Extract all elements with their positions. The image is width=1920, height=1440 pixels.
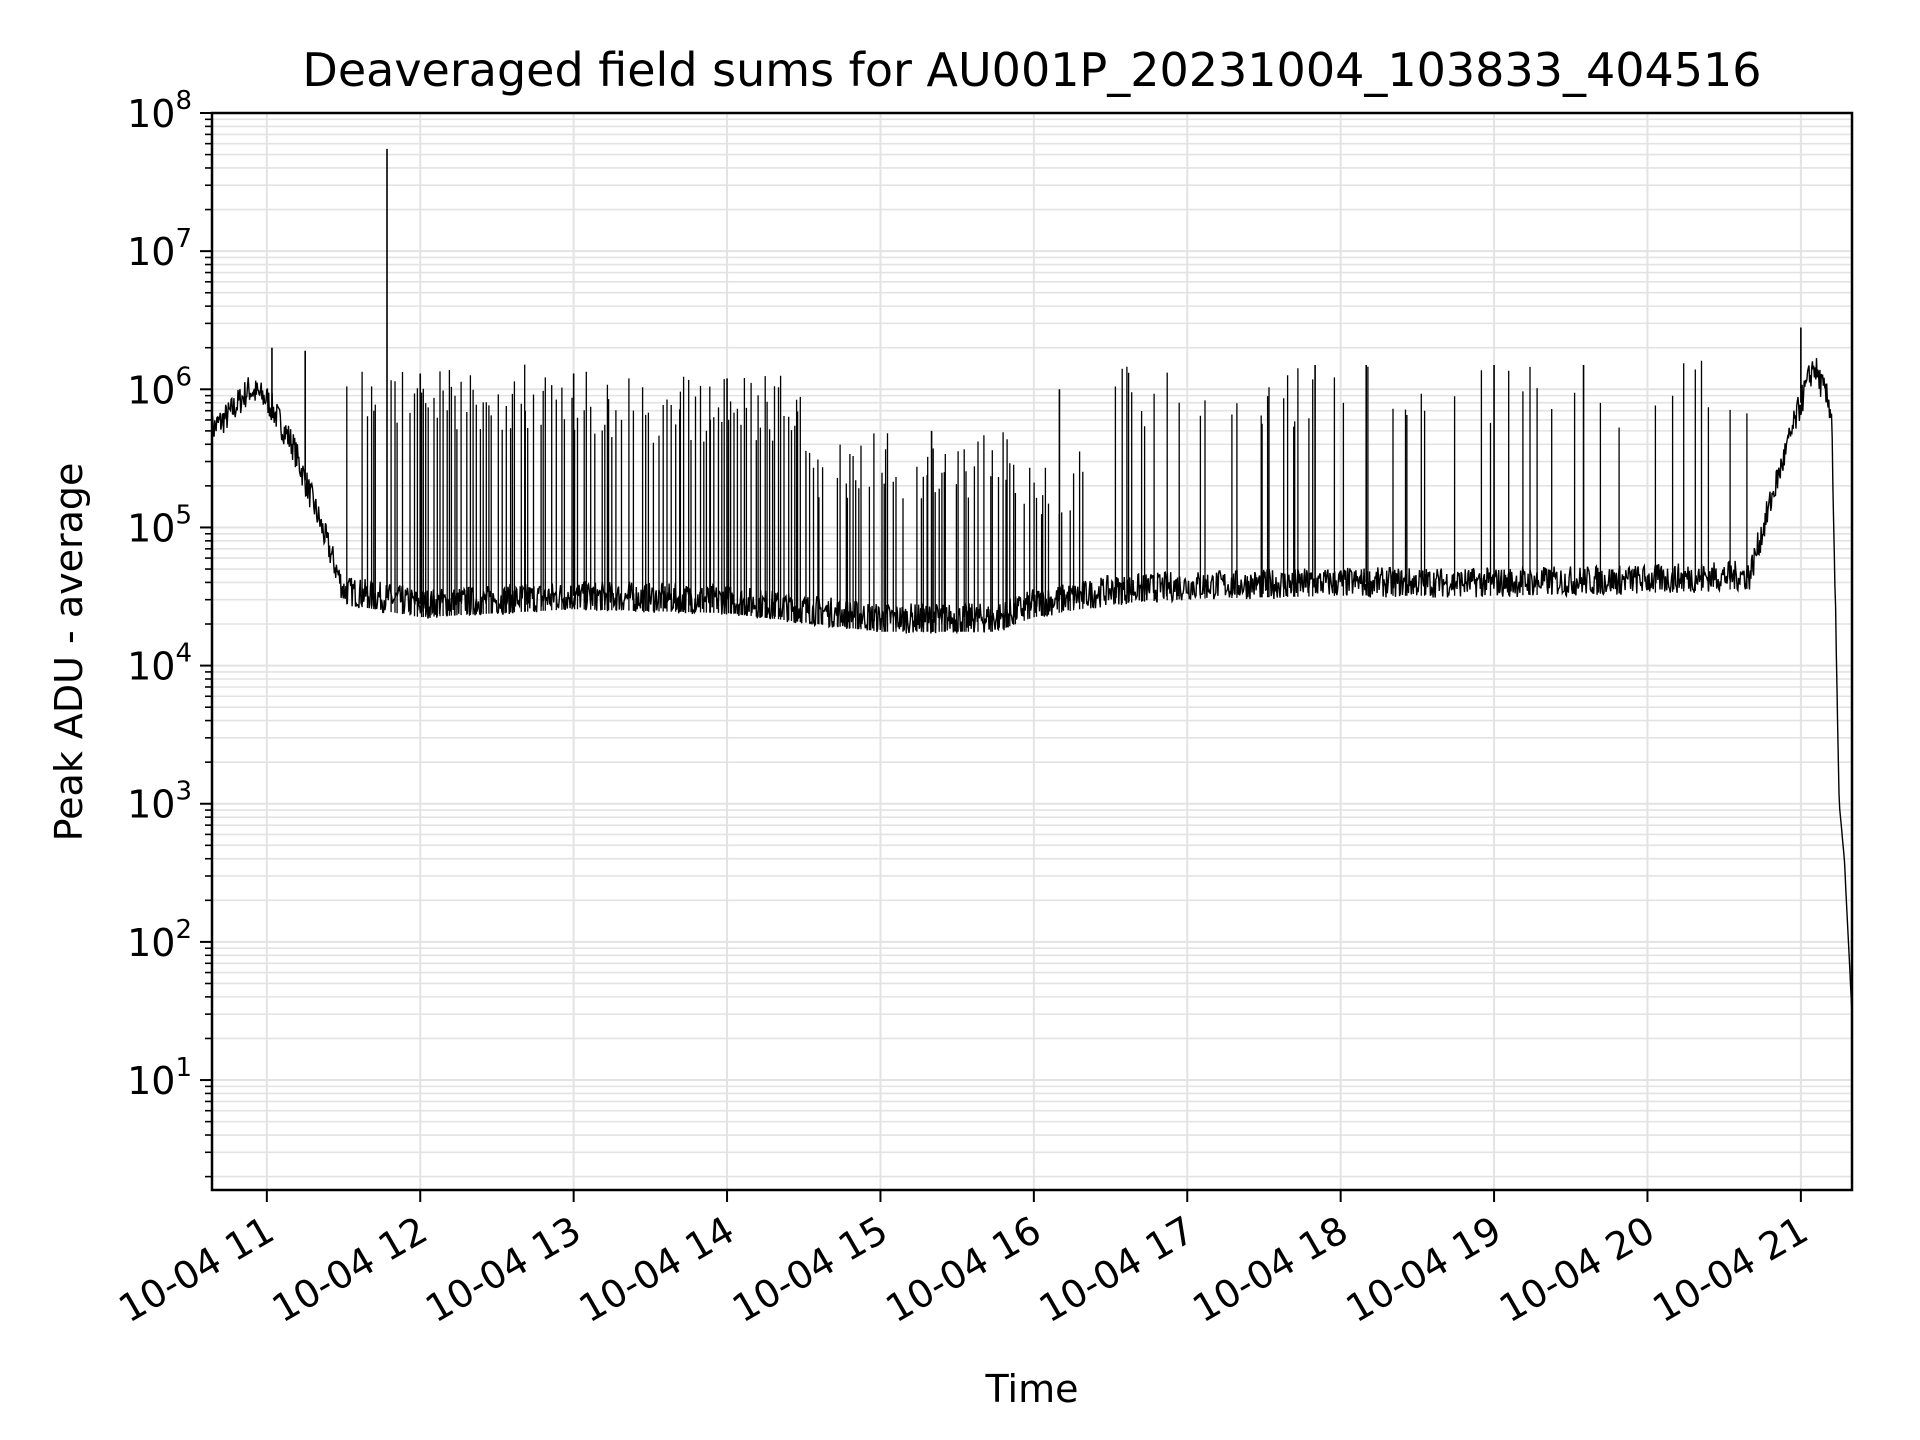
series-line	[211, 358, 1853, 1015]
y-axis-label: Peak ADU - average	[47, 463, 91, 842]
y-tick-label: 104	[127, 639, 192, 689]
series-spikes	[805, 432, 1008, 632]
series-spikes	[1114, 360, 1748, 604]
plot-frame	[210, 111, 1854, 1192]
chart-title: Deaveraged field sums for AU001P_2023100…	[302, 43, 1761, 97]
y-tick-label: 108	[127, 86, 192, 136]
y-tick-label: 106	[127, 362, 192, 412]
grid	[212, 113, 1852, 1190]
series-spikes	[346, 364, 596, 618]
y-axis: 101 102 103 104 105 106 107 108	[127, 86, 212, 1178]
y-tick-label: 101	[127, 1053, 192, 1103]
x-axis-label: Time	[985, 1367, 1079, 1411]
y-tick-label: 102	[127, 915, 192, 965]
y-tick-label: 103	[127, 777, 192, 827]
series-spikes	[601, 375, 801, 622]
y-tick-label: 105	[127, 500, 192, 550]
y-tick-label: 107	[127, 224, 192, 274]
series-layer	[211, 148, 1853, 1015]
